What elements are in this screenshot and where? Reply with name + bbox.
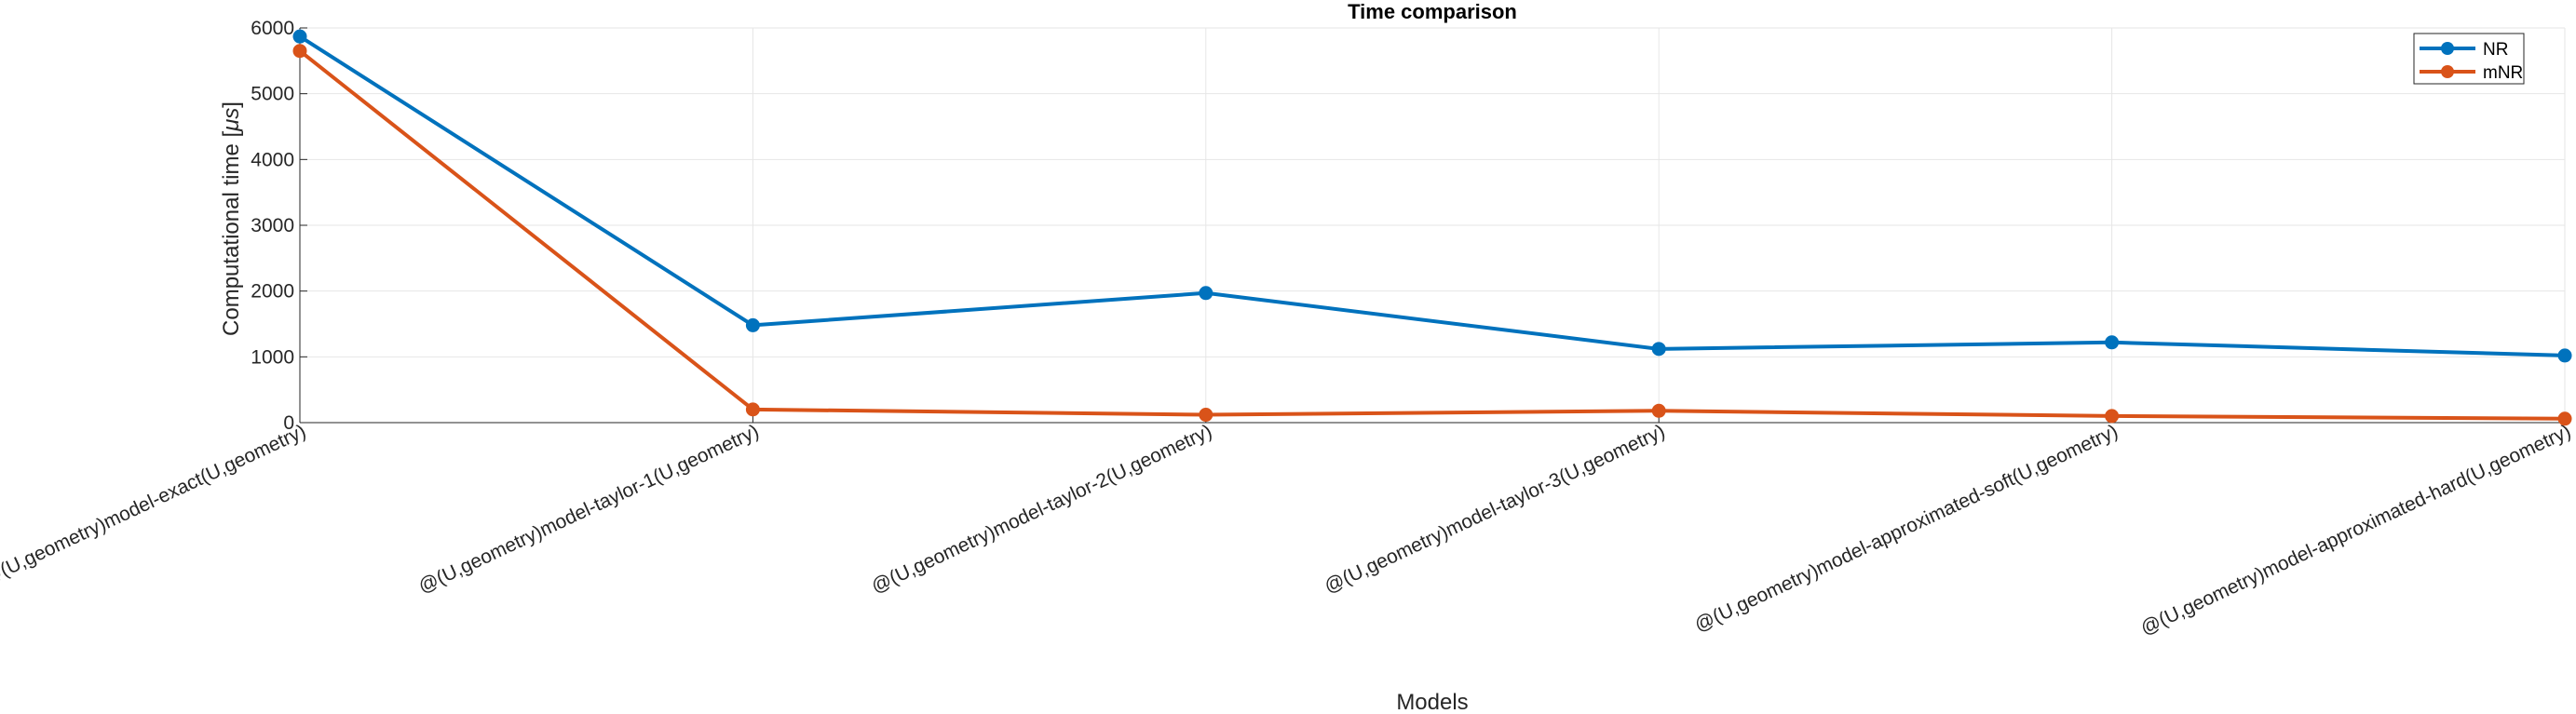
legend-marker-mNR	[2441, 65, 2454, 78]
x-tick-label: @(U,geometry)model-exact(U,geometry)	[0, 421, 309, 590]
y-tick-label: 1000	[251, 346, 294, 368]
legend-marker-NR	[2441, 42, 2454, 55]
series	[292, 29, 2572, 426]
data-point-mNR	[2105, 409, 2120, 424]
data-point-mNR	[292, 44, 307, 59]
y-axis-label-prefix: Computational time [	[219, 131, 244, 336]
y-tick-label: 3000	[251, 215, 294, 236]
data-point-mNR	[2557, 411, 2572, 426]
series-line-mNR	[298, 49, 2566, 421]
x-tick-label: @(U,geometry)model-approximated-hard(U,g…	[2137, 421, 2574, 640]
x-tick-label: @(U,geometry)model-approximated-soft(U,g…	[1691, 421, 2122, 637]
x-tick-labels: @(U,geometry)model-exact(U,geometry) @(U,…	[0, 421, 2574, 640]
y-axis-label: Computational time [μs]	[219, 101, 244, 336]
x-tick-label: @(U,geometry)model-taylor-2(U,geometry)	[868, 421, 1215, 598]
series-mNR	[292, 44, 2572, 426]
x-tick-label: @(U,geometry)model-taylor-1(U,geometry)	[415, 421, 763, 598]
y-tick-label: 4000	[251, 149, 294, 170]
grid-lines	[299, 27, 2566, 424]
x-axis-label: Models	[1396, 690, 1468, 714]
series-NR	[292, 29, 2572, 363]
data-point-NR	[745, 317, 760, 332]
x-tick-label: @(U,geometry)model-taylor-3(U,geometry)	[1322, 421, 1669, 598]
data-point-mNR	[1199, 408, 1213, 423]
series-line-NR	[298, 34, 2566, 357]
y-axis-label-suffix: ]	[219, 101, 244, 108]
data-point-NR	[292, 29, 307, 44]
chart-title: Time comparison	[1348, 0, 1517, 23]
data-point-NR	[1199, 286, 1213, 301]
data-point-NR	[2105, 335, 2120, 350]
y-tick-label: 6000	[251, 18, 294, 39]
y-tick-labels: 0 1000 2000 3000 4000 5000 6000	[251, 18, 294, 434]
y-axis-label-unit: μs	[219, 108, 244, 132]
y-tick-label: 2000	[251, 281, 294, 303]
data-point-NR	[2557, 348, 2572, 363]
y-tick-label: 5000	[251, 84, 294, 105]
legend: NR mNR	[2413, 33, 2525, 85]
legend-label-mNR: mNR	[2483, 63, 2523, 83]
legend-label-NR: NR	[2483, 40, 2508, 60]
data-point-mNR	[745, 402, 760, 417]
data-point-mNR	[1651, 403, 1666, 418]
data-point-NR	[1651, 342, 1666, 357]
y-tick-label: 0	[283, 412, 294, 434]
legend-box	[2413, 33, 2525, 85]
